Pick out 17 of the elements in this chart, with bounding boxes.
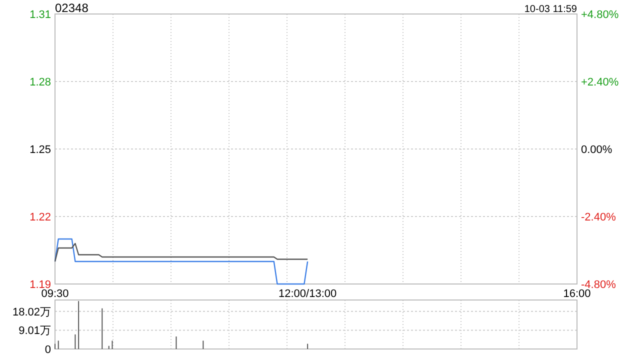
y2-tick-label: -2.40% (581, 211, 616, 224)
chart-title: 02348 (55, 1, 89, 15)
x-tick-label: 16:00 (563, 288, 591, 300)
x-tick-label: 09:30 (41, 288, 69, 300)
y-tick-label: 1.31 (30, 8, 51, 21)
y-tick-label: 1.22 (30, 211, 51, 224)
line-series (54, 242, 308, 262)
y-tick-label: 0 (44, 344, 51, 356)
y-tick-label: 9.01万 (18, 325, 51, 338)
y2-tick-label: +4.80% (581, 8, 619, 21)
y2-tick-label: +2.40% (581, 76, 619, 88)
annotation: 10-03 11:59 (524, 4, 578, 15)
x-tick-label: 12:00/13:00 (278, 288, 337, 300)
y-tick-label: 1.25 (30, 144, 51, 156)
y-tick-label: 1.28 (30, 76, 51, 88)
y-tick-label: 18.02万 (12, 306, 51, 318)
y2-tick-label: 0.00% (581, 144, 612, 156)
